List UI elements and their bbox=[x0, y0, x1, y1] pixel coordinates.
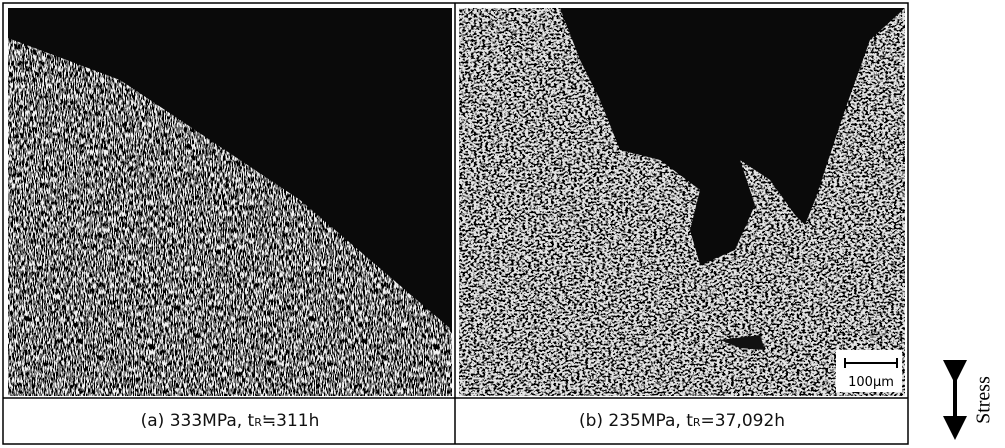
micrograph-a bbox=[8, 8, 452, 396]
caption-text: ≒311h bbox=[262, 411, 319, 431]
scale-bar: 100μm bbox=[836, 350, 902, 392]
caption-text: (b) 235MPa, t bbox=[579, 411, 693, 431]
caption-a: (a) 333MPa, tR≒311h bbox=[141, 411, 320, 431]
caption-text: =37,092h bbox=[701, 411, 786, 431]
stress-label: Stress bbox=[973, 376, 995, 424]
figure: 100μm (a) 333MPa, tR≒311h (b) 235MPa, tR… bbox=[0, 0, 1005, 448]
caption-b: (b) 235MPa, tR=37,092h bbox=[579, 411, 785, 431]
caption-text: (a) 333MPa, t bbox=[141, 411, 255, 431]
scale-label: 100μm bbox=[848, 375, 894, 390]
micrograph-b bbox=[459, 8, 905, 396]
